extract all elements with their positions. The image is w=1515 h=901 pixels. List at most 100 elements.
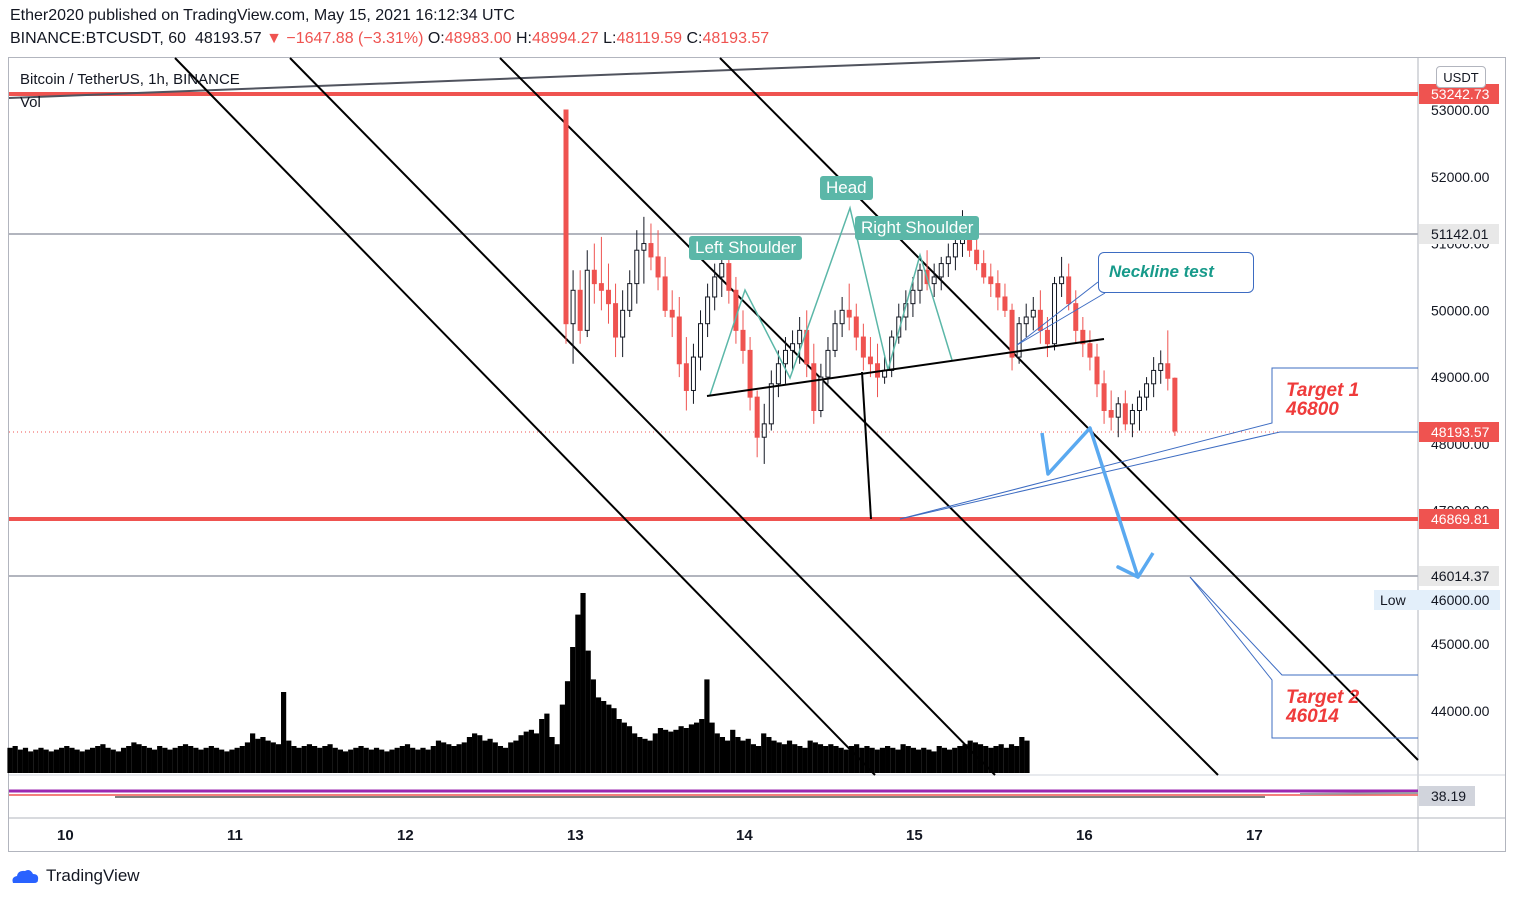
volume-bar: [632, 733, 638, 773]
volume-bar: [621, 722, 627, 773]
volume-bar: [64, 746, 70, 773]
head-label: Head: [820, 176, 873, 200]
time-tick-label: 10: [57, 827, 74, 844]
volume-bar: [48, 751, 54, 773]
time-tick-label: 15: [906, 827, 923, 844]
candle-body: [705, 296, 711, 325]
close-value: 48193.57: [702, 30, 770, 47]
price-axis[interactable]: 53000.0052000.0051000.0050000.0049000.00…: [1431, 102, 1490, 719]
volume-bar: [812, 742, 818, 773]
volume-bar: [637, 737, 643, 773]
candle-body: [683, 363, 689, 391]
candle-body: [825, 349, 831, 378]
volume-bar: [771, 740, 777, 773]
volume-bar: [363, 747, 369, 773]
channel-line-1[interactable]: [174, 57, 876, 776]
volume-bar: [327, 744, 333, 773]
volume-bar: [291, 746, 297, 773]
channel-line-3[interactable]: [499, 57, 1219, 776]
brand-name: TradingView: [46, 866, 140, 885]
candle-body: [797, 329, 803, 345]
high-label: H:: [515, 30, 532, 47]
price-tick-label: 52000.00: [1431, 169, 1490, 185]
price-tags: 53242.73 51142.01 48193.57 46869.81 4601…: [1374, 84, 1500, 806]
volume-bar: [595, 697, 602, 773]
volume-bar: [415, 749, 421, 773]
candle-body: [1030, 309, 1036, 318]
volume-bar: [900, 744, 906, 773]
volume-bar: [792, 744, 798, 773]
volume-bar: [745, 738, 751, 773]
neckline-drop[interactable]: [861, 371, 872, 520]
volume-bar: [647, 740, 653, 773]
volume-bar: [890, 747, 896, 773]
channel-line-2[interactable]: [289, 57, 996, 776]
volume-bar: [157, 746, 163, 773]
time-tick-label: 16: [1076, 827, 1093, 844]
volume-bar: [967, 740, 973, 773]
volume-bar: [342, 751, 349, 773]
channel-lines[interactable]: [174, 57, 1419, 776]
volume-bar: [833, 746, 839, 773]
target1-callout-2: [899, 431, 1418, 520]
candle-body: [570, 289, 576, 325]
candle-body: [733, 289, 739, 331]
volume-bar: [38, 747, 44, 773]
volume-bar: [714, 733, 720, 773]
close-label: C:: [686, 30, 703, 47]
volume-bar: [1014, 746, 1020, 773]
neckline-test-callout: Neckline test: [1098, 252, 1254, 293]
currency-button[interactable]: USDT: [1436, 66, 1486, 88]
volume-bar: [936, 746, 942, 773]
publish-info: Ether2020 published on TradingView.com, …: [10, 7, 515, 24]
volume-bar: [311, 746, 318, 773]
volume-bar: [296, 747, 302, 773]
candle-body: [832, 323, 838, 351]
volume-bar: [404, 744, 411, 773]
low-value: 48119.59: [616, 30, 683, 47]
candle-body: [1122, 403, 1128, 425]
volume-bar: [1008, 744, 1015, 773]
volume-bar: [864, 746, 870, 773]
volume-bar: [131, 742, 137, 773]
volume-legend: Vol: [20, 94, 41, 111]
candle-body: [577, 289, 583, 331]
volume-bar: [146, 747, 152, 773]
candle-body: [641, 243, 647, 251]
volume-bar: [518, 735, 524, 773]
tradingview-logo[interactable]: TradingView: [10, 866, 140, 886]
candle-body: [1129, 410, 1135, 425]
volume-bar: [580, 593, 586, 773]
candles: [563, 109, 1178, 464]
volume-bar: [126, 746, 132, 773]
tag-51142-bg: [1419, 224, 1499, 244]
channel-line-4[interactable]: [719, 57, 1419, 761]
volume-bar: [358, 746, 364, 773]
upper-trend-line[interactable]: [8, 57, 1041, 99]
volume-bar: [162, 747, 168, 773]
right-shoulder-label: Right Shoulder: [855, 216, 980, 240]
target2-value: 46014: [1286, 706, 1339, 727]
volume-bar: [456, 744, 462, 773]
volume-bar: [606, 704, 612, 773]
price-tick-label: 44000.00: [1431, 703, 1490, 719]
volume-bar: [869, 747, 875, 773]
volume-bar: [43, 749, 49, 773]
tag-46014: 46014.37: [1431, 568, 1490, 584]
candle-body: [945, 256, 951, 265]
candle-body: [1002, 296, 1008, 311]
neckline[interactable]: [706, 338, 1105, 397]
volume-bar: [441, 742, 447, 773]
volume-bar: [79, 751, 85, 773]
candle-body: [698, 323, 704, 358]
volume-bar: [823, 746, 829, 773]
volume-bar: [234, 747, 240, 773]
target1-value: 46800: [1286, 399, 1339, 420]
volume-bar: [575, 614, 581, 773]
volume-bar: [554, 744, 560, 773]
volume-bar: [239, 746, 245, 773]
candle-body: [839, 309, 845, 325]
time-axis[interactable]: 10 11 12 13 14 15 16 17: [57, 827, 1263, 844]
volume-bar: [564, 681, 571, 773]
